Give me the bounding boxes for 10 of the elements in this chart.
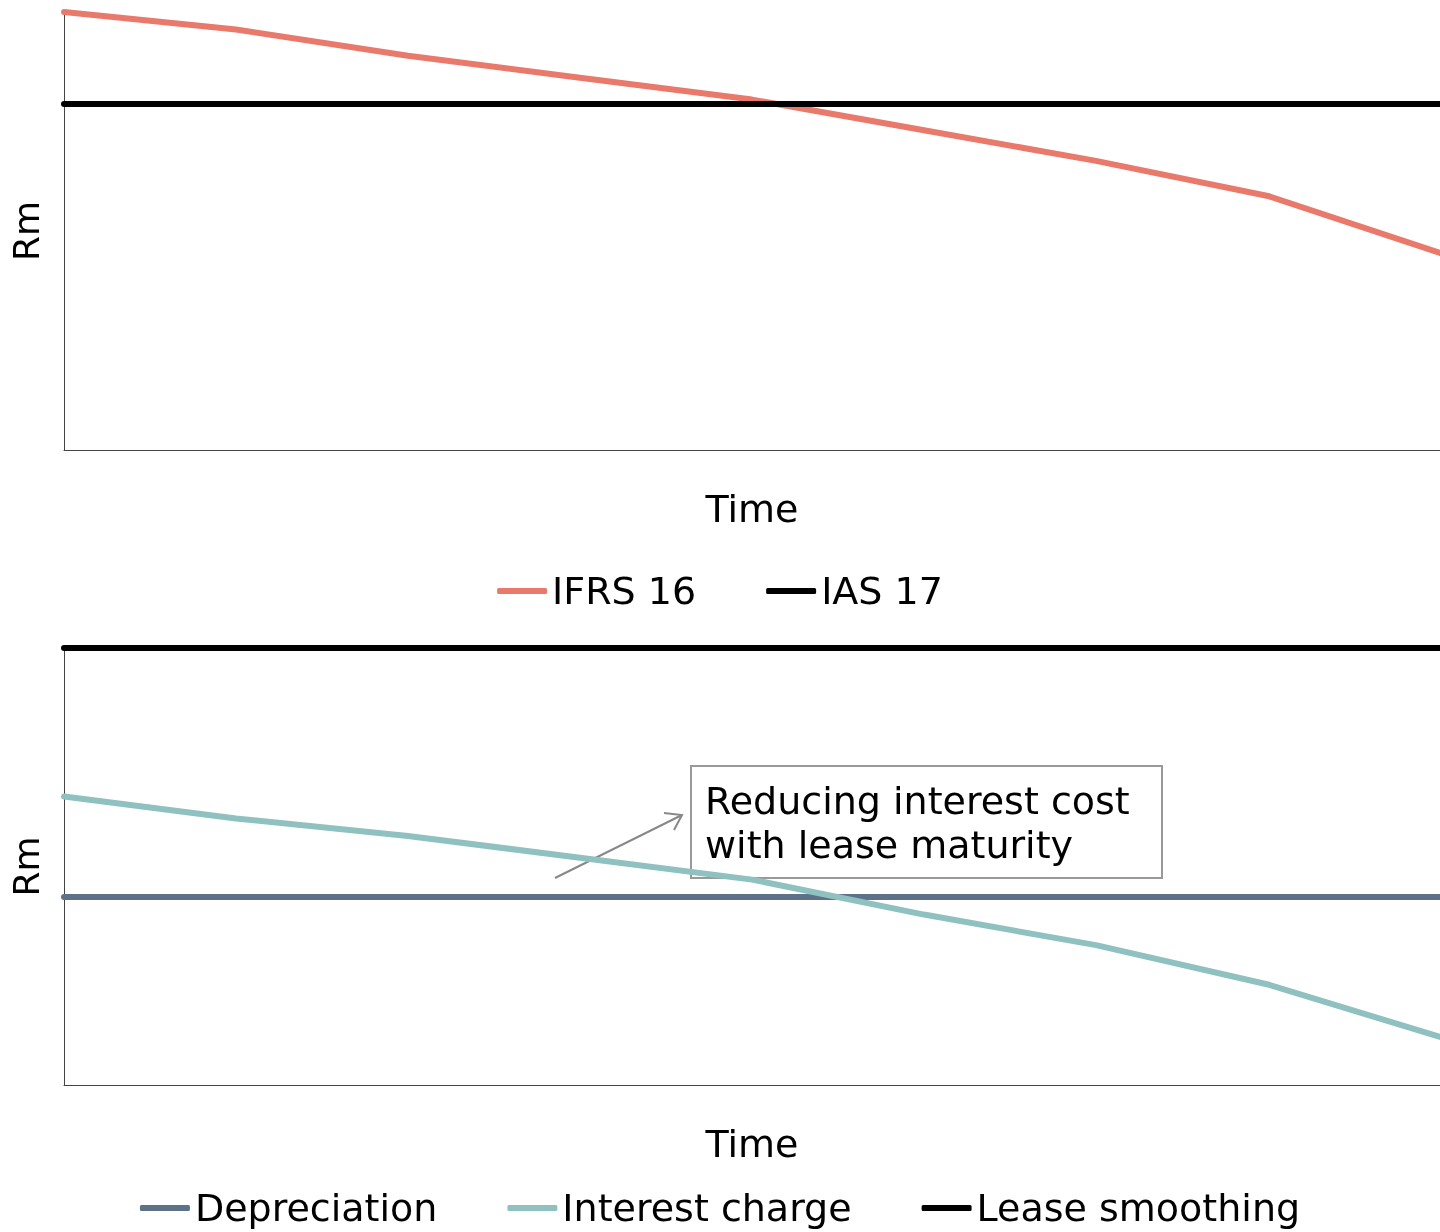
y-axis-title: Rm [5,200,47,262]
legend-label: Depreciation [194,1186,438,1230]
legend-label: Lease smoothing [976,1186,1301,1230]
x-axis-title: Time [704,1122,799,1166]
x-axis-title: Time [704,487,799,531]
legend-label: Interest charge [562,1186,852,1230]
legend-label: IAS 17 [821,569,943,613]
annotation: Reducing interest cost with lease maturity [705,779,1130,867]
legend-label: IFRS 16 [552,569,697,613]
y-axis-title: Rm [5,836,47,897]
